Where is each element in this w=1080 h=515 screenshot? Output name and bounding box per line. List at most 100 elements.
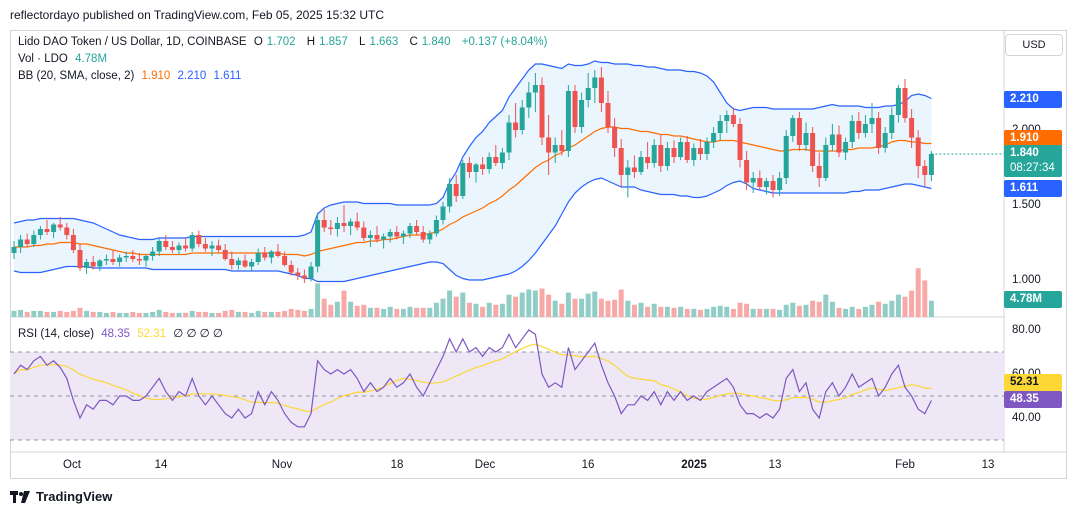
volume-bar [559, 303, 565, 317]
candle-body [321, 220, 327, 228]
candle-body [268, 251, 274, 258]
legend-bb: BB (20, SMA, close, 2) 1.910 2.210 1.611 [18, 70, 245, 82]
volume-bar [44, 311, 50, 317]
volume-bar [810, 300, 816, 317]
volume-bar [57, 310, 63, 317]
bb-label[interactable]: BB (20, SMA, close, 2) [18, 70, 135, 82]
candle-body [84, 262, 90, 268]
volume-bar [24, 311, 30, 317]
volume-bar [427, 307, 433, 317]
candle-body [18, 239, 24, 247]
candle-body [770, 181, 776, 190]
candle-body [889, 115, 895, 133]
time-axis-label: 18 [390, 459, 404, 471]
candle-body [57, 224, 63, 228]
tradingview-footer[interactable]: TradingView [10, 489, 112, 504]
volume-bar [64, 311, 70, 317]
price-axis-label: 1.500 [1012, 199, 1041, 211]
candle-body [301, 275, 307, 279]
volume-bar [658, 306, 664, 317]
candle-body [453, 184, 459, 196]
volume-bar [163, 311, 169, 317]
volume-bar [453, 296, 459, 317]
bb-lower-tag: 1.611 [1004, 180, 1062, 197]
volume-bar [882, 303, 888, 317]
volume-bar [414, 307, 420, 317]
candle-body [843, 142, 849, 153]
candle-body [117, 257, 123, 262]
volume-bar [84, 310, 90, 317]
volume-bar [757, 308, 763, 317]
candle-body [836, 134, 842, 153]
volume-bar [301, 310, 307, 317]
volume-bar [612, 299, 618, 317]
volume-bar [11, 310, 17, 317]
volume-bar [770, 308, 776, 317]
rsi-axis-label: 80.00 [1012, 324, 1041, 336]
candle-body [671, 148, 677, 157]
attribution: reflectordayo published on TradingView.c… [10, 8, 385, 22]
candle-body [928, 154, 934, 175]
candle-body [882, 133, 888, 148]
rsi-label[interactable]: RSI (14, close) [18, 328, 95, 340]
volume-bar [315, 283, 321, 317]
open-value: 1.702 [266, 36, 296, 48]
candle-body [374, 235, 380, 240]
volume-bar [321, 298, 327, 317]
tradingview-logo-icon [10, 490, 30, 503]
candle-body [70, 235, 76, 250]
close-label: C [409, 36, 418, 48]
volume-bar [460, 292, 466, 317]
legend-rsi: RSI (14, close) 48.35 52.31 ∅ ∅ ∅ ∅ [18, 326, 227, 340]
candle-body [915, 137, 921, 166]
volume-bar [869, 304, 875, 317]
candle-body [295, 272, 301, 276]
volume-bar [255, 310, 261, 317]
candle-body [110, 259, 116, 262]
volume-bar [37, 310, 43, 317]
candle-body [546, 137, 552, 153]
candle-body [730, 115, 736, 124]
price-axis-label: 1.000 [1012, 274, 1041, 286]
volume-bar [262, 311, 268, 317]
volume-bar [90, 311, 96, 317]
candle-body [189, 235, 195, 249]
rsi-ma-tag: 52.31 [1004, 374, 1062, 391]
volume-bar [176, 312, 182, 317]
candle-body [697, 148, 703, 154]
volume-label[interactable]: Vol · LDO [18, 53, 68, 65]
volume-bar [645, 306, 651, 317]
volume-bar [354, 305, 360, 317]
symbol-title[interactable]: Lido DAO Token / US Dollar, 1D, COINBASE [18, 36, 247, 48]
volume-bar [275, 311, 281, 317]
bb-lower-line [13, 177, 932, 283]
candle-body [460, 163, 466, 196]
volume-bar [440, 298, 446, 317]
volume-bar [711, 306, 717, 317]
volume-bar [400, 308, 406, 317]
candle-body [51, 224, 57, 232]
candle-body [222, 250, 228, 259]
time-axis-label: 13 [981, 459, 995, 471]
volume-bar [664, 306, 670, 317]
currency-button[interactable]: USD [1005, 34, 1063, 56]
volume-bar [922, 280, 928, 317]
candle-body [592, 77, 598, 88]
volume-bar [334, 301, 340, 317]
volume-bar [136, 312, 142, 317]
candle-body [658, 145, 664, 166]
candle-body [315, 220, 321, 267]
volume-bar [420, 307, 426, 317]
candle-body [282, 256, 288, 265]
bb-basis-line [14, 126, 932, 257]
candle-body [803, 133, 809, 145]
volume-bar [816, 301, 822, 317]
candle-body [638, 157, 644, 172]
candle-body [37, 229, 43, 235]
candle-body [790, 118, 796, 136]
candle-body [625, 167, 631, 175]
volume-bar [348, 301, 354, 317]
candle-body [493, 157, 499, 163]
candle-body [249, 262, 255, 267]
